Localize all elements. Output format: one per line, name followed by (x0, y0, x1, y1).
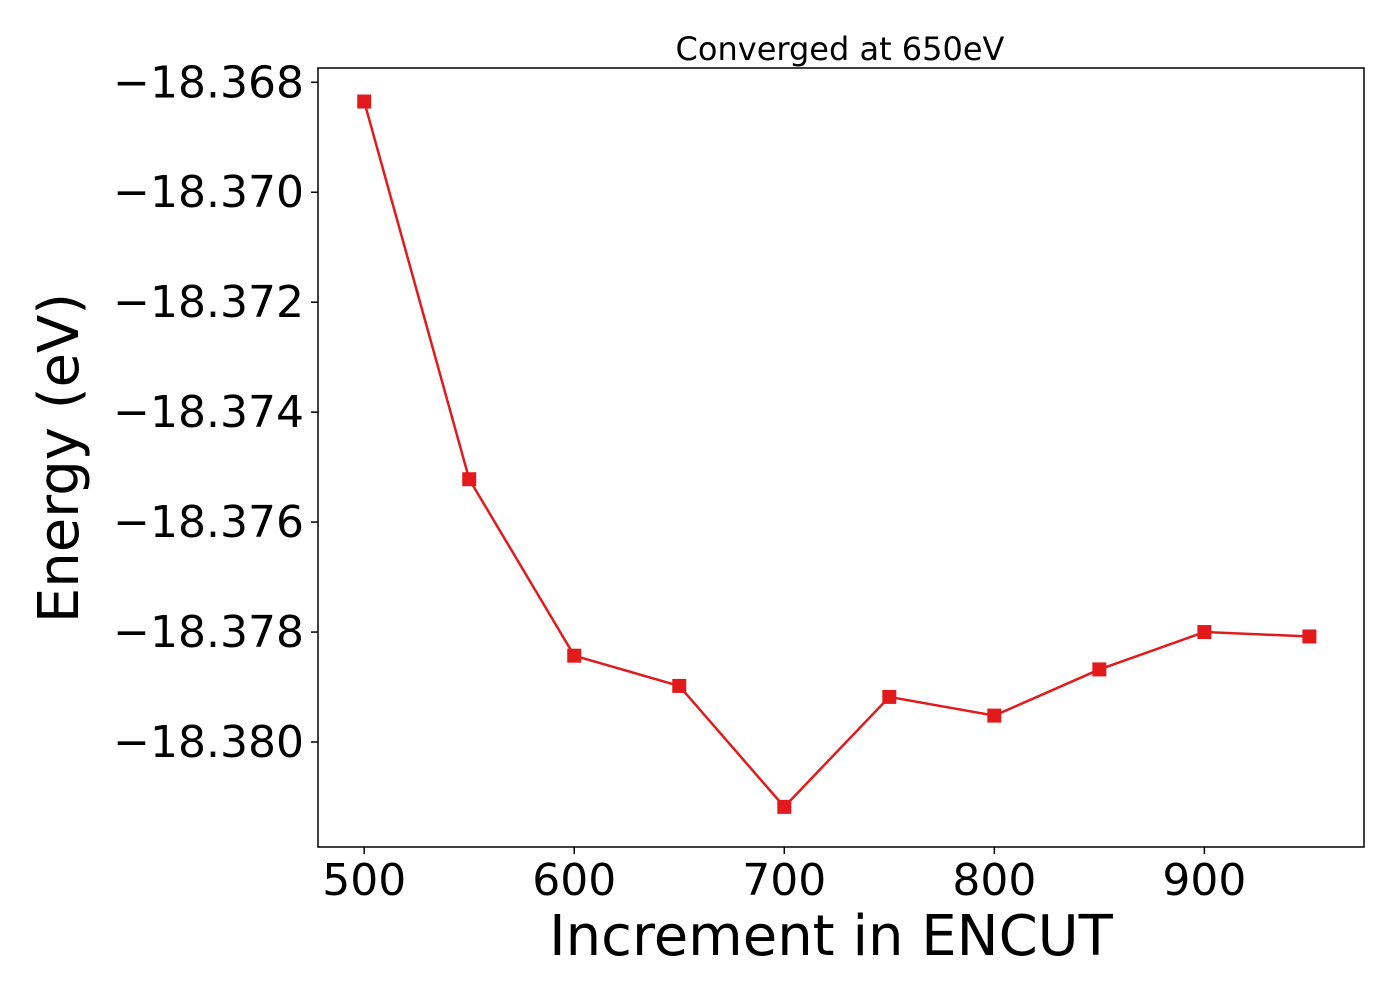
data-point-marker (567, 648, 582, 663)
x-axis: 500 600 700 800 900 (322, 847, 1246, 906)
chart-title: Converged at 650eV (676, 30, 1005, 68)
x-tick-label: 800 (952, 855, 1036, 906)
data-point-marker (1197, 625, 1212, 640)
x-tick-label: 500 (322, 855, 406, 906)
y-tick-label: −18.370 (113, 167, 304, 218)
y-axis-label: Energy (eV) (27, 293, 92, 623)
data-point-marker (987, 708, 1002, 723)
x-tick-label: 700 (742, 855, 826, 906)
series-layer (357, 94, 1317, 814)
plot-area-frame (317, 67, 1365, 848)
y-tick-label: −18.376 (113, 497, 304, 548)
data-point-marker (462, 472, 477, 487)
data-point-marker (672, 678, 687, 693)
data-point-marker (1092, 662, 1107, 677)
series-line (363, 101, 1310, 809)
y-tick-label: −18.378 (113, 607, 304, 658)
data-point-marker (882, 689, 897, 704)
x-tick-label: 600 (532, 855, 616, 906)
data-point-marker (357, 94, 372, 109)
y-tick-label: −18.372 (113, 277, 304, 328)
x-axis-label: Increment in ENCUT (549, 904, 1114, 969)
y-tick-label: −18.374 (113, 387, 304, 438)
y-axis: −18.368 −18.370 −18.372 −18.374 −18.376 −18.3… (113, 57, 318, 768)
x-tick-label: 900 (1162, 855, 1246, 906)
y-tick-label: −18.368 (113, 57, 304, 108)
data-point-marker (777, 799, 792, 814)
y-tick-label: −18.380 (113, 717, 304, 768)
data-point-marker (1302, 629, 1317, 644)
